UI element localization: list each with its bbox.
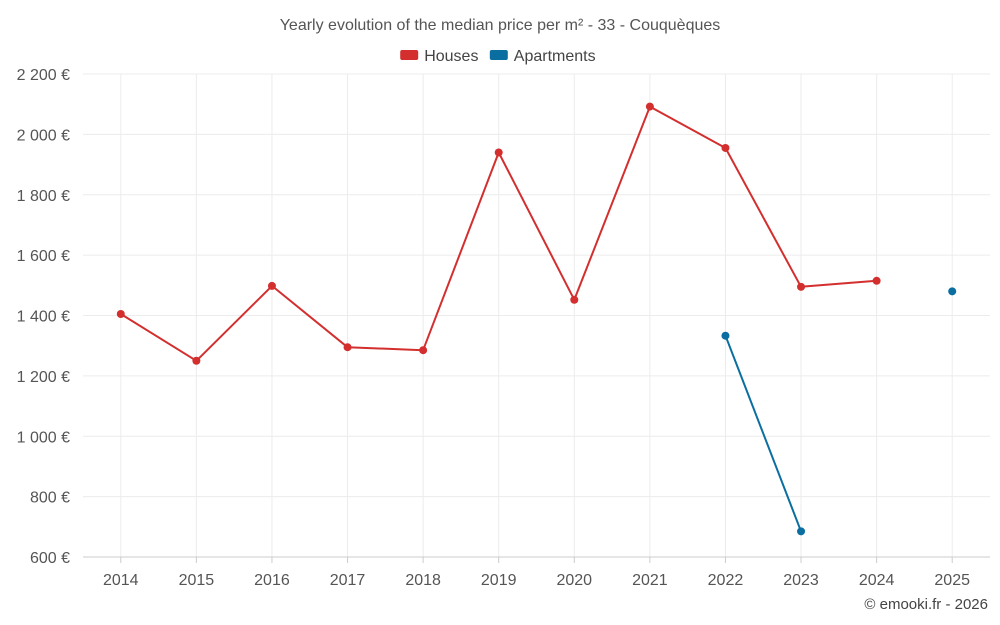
legend-label-houses: Houses	[424, 48, 478, 65]
x-tick-label: 2021	[632, 572, 668, 589]
grid	[83, 73, 990, 557]
legend-label-apartments: Apartments	[514, 48, 596, 65]
series-apartments	[721, 287, 957, 536]
x-tick-label: 2022	[708, 572, 744, 589]
series-houses	[116, 102, 881, 365]
y-tick-label: 2 000 €	[17, 127, 70, 144]
y-tick-label: 1 000 €	[17, 429, 70, 446]
y-tick-label: 1 400 €	[17, 309, 70, 326]
apartments-point	[721, 331, 730, 340]
x-tick-label: 2020	[556, 572, 592, 589]
y-tick-label: 1 800 €	[17, 188, 70, 205]
x-tick-label: 2017	[330, 572, 366, 589]
chart-title: Yearly evolution of the median price per…	[280, 17, 721, 34]
y-tick-label: 1 600 €	[17, 248, 70, 265]
legend-swatch-houses	[400, 50, 419, 60]
x-tick-label: 2024	[859, 572, 895, 589]
houses-point	[797, 282, 806, 291]
houses-point	[645, 102, 654, 111]
legend-swatch-apartments	[489, 50, 508, 60]
houses-point	[192, 356, 201, 365]
x-tick-label: 2018	[405, 572, 441, 589]
y-tick-label: 1 200 €	[17, 369, 70, 386]
apartments-line	[724, 335, 802, 532]
series-layer	[116, 102, 957, 536]
y-tick-label: 2 200 €	[17, 67, 70, 84]
x-tick-label: 2025	[934, 572, 970, 589]
credit-text: © emooki.fr - 2026	[864, 596, 988, 613]
apartments-point	[797, 527, 806, 536]
x-tick-label: 2015	[179, 572, 215, 589]
houses-point	[570, 295, 579, 304]
houses-point	[116, 309, 125, 318]
houses-point	[494, 148, 503, 157]
houses-point	[419, 346, 428, 355]
x-tick-label: 2016	[254, 572, 290, 589]
houses-point	[872, 276, 881, 285]
houses-point	[267, 281, 276, 290]
apartments-point	[948, 287, 957, 296]
axes: 600 € 800 € 1 000 € 1 200 € 1 400 € 1 600 € 1 …	[17, 67, 990, 589]
y-tick-label: 800 €	[30, 490, 70, 507]
legend: Houses Apartments	[400, 48, 596, 65]
x-tick-label: 2023	[783, 572, 819, 589]
x-tick-label: 2019	[481, 572, 517, 589]
houses-point	[343, 343, 352, 352]
houses-point	[721, 143, 730, 152]
y-tick-label: 600 €	[30, 550, 70, 567]
x-tick-label: 2014	[103, 572, 139, 589]
